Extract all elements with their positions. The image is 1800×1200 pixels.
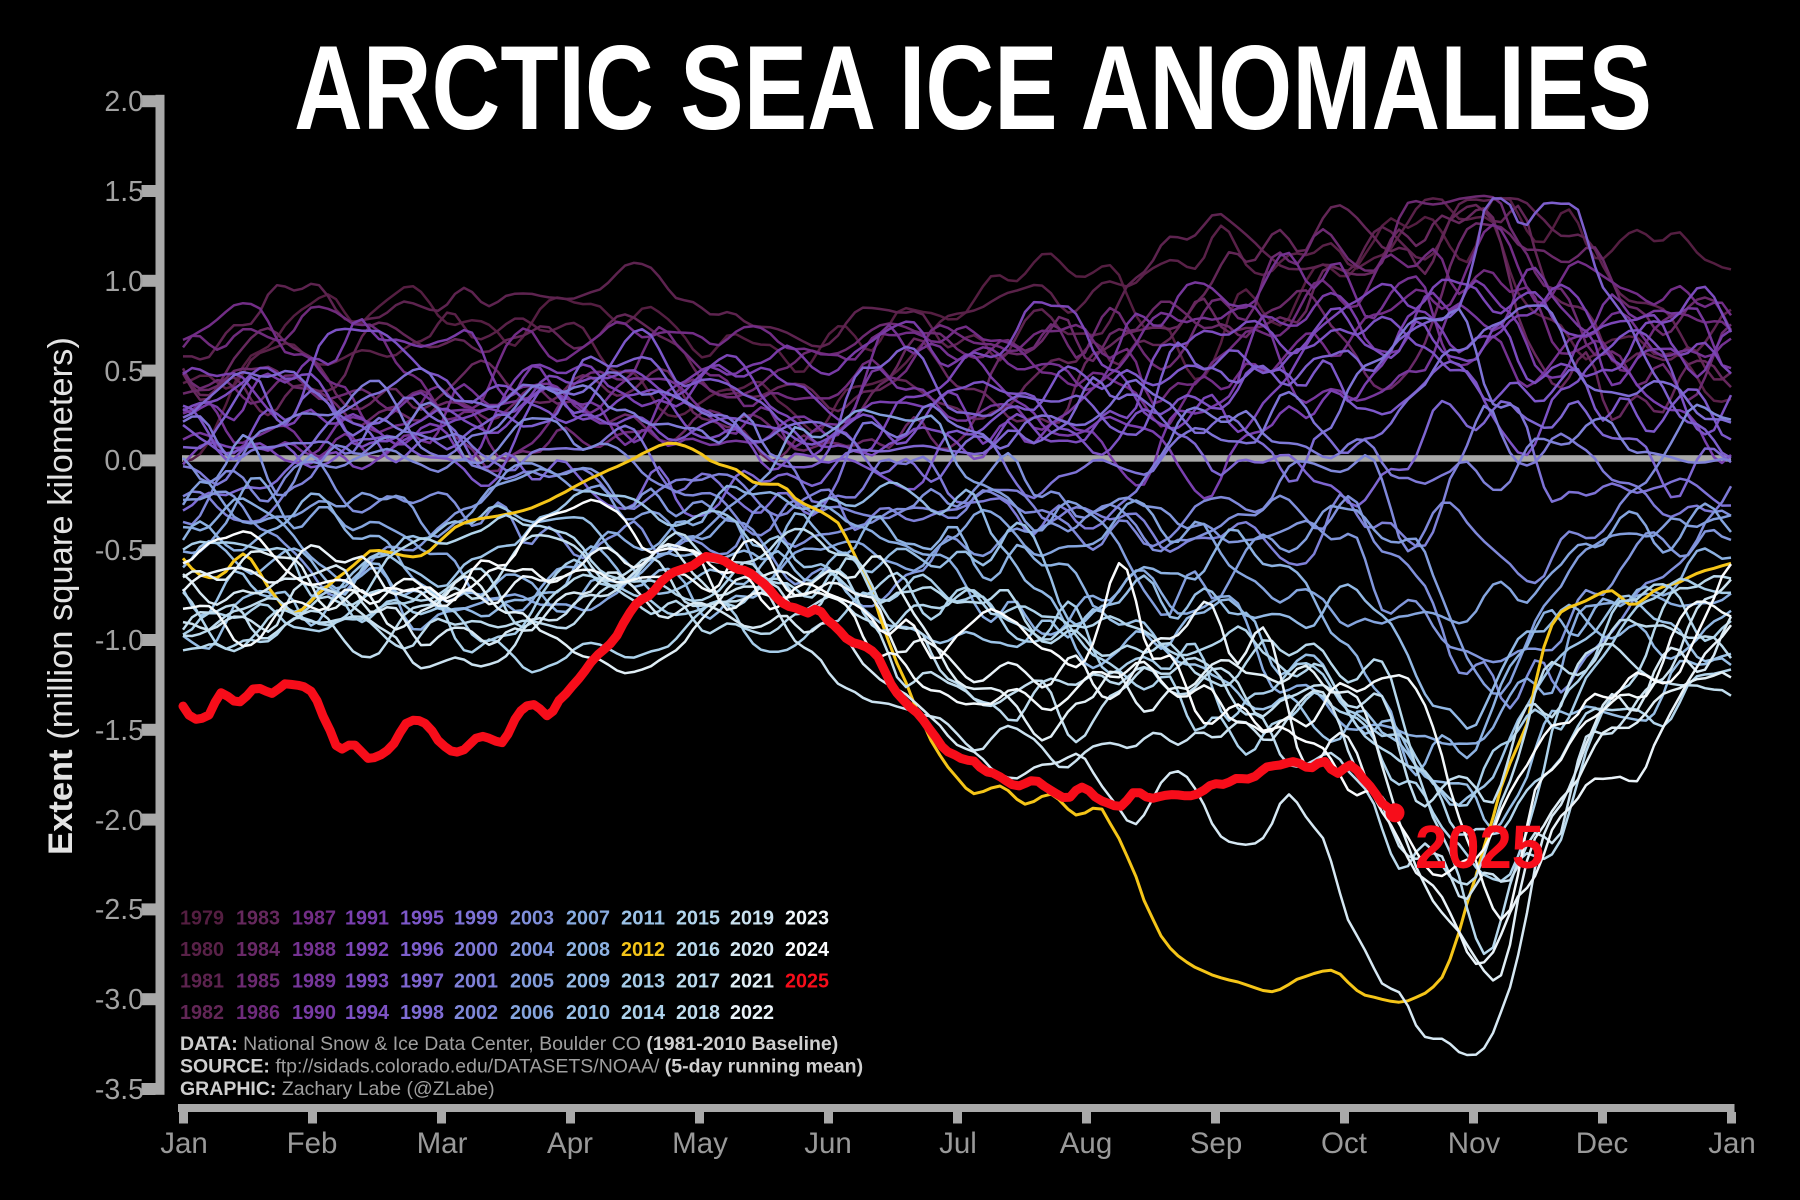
svg-text:1989: 1989 <box>292 970 336 993</box>
svg-text:2013: 2013 <box>621 970 665 993</box>
svg-text:1998: 1998 <box>400 1001 444 1024</box>
svg-text:Feb: Feb <box>287 1127 338 1160</box>
svg-text:2018: 2018 <box>676 1001 720 1024</box>
svg-text:-3.5: -3.5 <box>95 1074 144 1106</box>
svg-text:GRAPHIC: Zachary Labe (@ZLabe): GRAPHIC: Zachary Labe (@ZLabe) <box>180 1078 495 1100</box>
svg-text:2015: 2015 <box>676 907 720 930</box>
svg-text:1994: 1994 <box>345 1001 390 1024</box>
svg-text:-2.0: -2.0 <box>95 805 144 837</box>
svg-text:2008: 2008 <box>566 938 610 961</box>
svg-text:1993: 1993 <box>345 970 389 993</box>
svg-text:2025: 2025 <box>785 970 829 993</box>
svg-text:1982: 1982 <box>180 1001 224 1024</box>
svg-text:1987: 1987 <box>292 907 336 930</box>
svg-text:-3.0: -3.0 <box>95 984 144 1016</box>
svg-text:Jul: Jul <box>939 1127 977 1160</box>
svg-text:Jan: Jan <box>160 1127 208 1160</box>
svg-text:2010: 2010 <box>566 1001 610 1024</box>
svg-text:2014: 2014 <box>621 1001 666 1024</box>
svg-text:2025: 2025 <box>1415 813 1544 881</box>
svg-text:2019: 2019 <box>730 907 774 930</box>
svg-text:1980: 1980 <box>180 938 224 961</box>
svg-text:May: May <box>672 1127 728 1160</box>
svg-text:1986: 1986 <box>236 1001 280 1024</box>
svg-text:Jun: Jun <box>804 1127 852 1160</box>
svg-text:2020: 2020 <box>730 938 774 961</box>
svg-text:Extent (million square kilomet: Extent (million square kilometers) <box>42 337 80 855</box>
svg-text:2023: 2023 <box>785 907 829 930</box>
svg-text:-1.0: -1.0 <box>95 625 144 657</box>
svg-text:1981: 1981 <box>180 970 224 993</box>
svg-text:2009: 2009 <box>566 970 610 993</box>
svg-text:2007: 2007 <box>566 907 610 930</box>
svg-text:Dec: Dec <box>1576 1127 1628 1160</box>
svg-text:2000: 2000 <box>454 938 498 961</box>
svg-text:2016: 2016 <box>676 938 720 961</box>
svg-text:0.5: 0.5 <box>104 356 144 388</box>
svg-text:2.0: 2.0 <box>104 86 144 118</box>
svg-text:1992: 1992 <box>345 938 389 961</box>
svg-text:2012: 2012 <box>621 938 665 961</box>
svg-text:Nov: Nov <box>1448 1127 1501 1160</box>
svg-text:Apr: Apr <box>547 1127 593 1160</box>
svg-text:-2.5: -2.5 <box>95 894 144 926</box>
svg-text:2006: 2006 <box>510 1001 554 1024</box>
svg-text:0.0: 0.0 <box>104 445 144 477</box>
svg-text:1999: 1999 <box>454 907 498 930</box>
svg-text:Sep: Sep <box>1190 1127 1243 1160</box>
svg-text:2002: 2002 <box>454 1001 498 1024</box>
svg-text:SOURCE: ftp://sidads.colorado.: SOURCE: ftp://sidads.colorado.edu/DATASE… <box>180 1056 863 1078</box>
svg-text:1996: 1996 <box>400 938 444 961</box>
svg-text:1984: 1984 <box>236 938 281 961</box>
svg-text:Aug: Aug <box>1060 1127 1113 1160</box>
svg-text:ARCTIC SEA ICE ANOMALIES: ARCTIC SEA ICE ANOMALIES <box>294 21 1652 155</box>
svg-text:1985: 1985 <box>236 970 280 993</box>
svg-text:1979: 1979 <box>180 907 224 930</box>
svg-text:1.0: 1.0 <box>104 266 144 298</box>
svg-text:1988: 1988 <box>292 938 336 961</box>
svg-text:DATA: National Snow & Ice Data: DATA: National Snow & Ice Data Center, B… <box>180 1033 838 1055</box>
svg-text:-0.5: -0.5 <box>95 535 144 567</box>
svg-text:-1.5: -1.5 <box>95 715 144 747</box>
svg-text:1990: 1990 <box>292 1001 336 1024</box>
svg-text:2003: 2003 <box>510 907 554 930</box>
svg-text:Mar: Mar <box>417 1127 468 1160</box>
svg-text:2011: 2011 <box>621 907 665 930</box>
svg-text:2024: 2024 <box>785 938 830 961</box>
svg-text:1995: 1995 <box>400 907 444 930</box>
svg-text:Oct: Oct <box>1321 1127 1367 1160</box>
svg-text:1997: 1997 <box>400 970 444 993</box>
svg-text:2017: 2017 <box>676 970 720 993</box>
svg-text:2021: 2021 <box>730 970 774 993</box>
svg-text:2022: 2022 <box>730 1001 774 1024</box>
svg-text:2001: 2001 <box>454 970 498 993</box>
svg-text:1983: 1983 <box>236 907 280 930</box>
svg-text:1.5: 1.5 <box>104 176 144 208</box>
svg-text:Jan: Jan <box>1708 1127 1756 1160</box>
svg-text:2005: 2005 <box>510 970 554 993</box>
svg-text:1991: 1991 <box>345 907 389 930</box>
svg-text:2004: 2004 <box>510 938 555 961</box>
